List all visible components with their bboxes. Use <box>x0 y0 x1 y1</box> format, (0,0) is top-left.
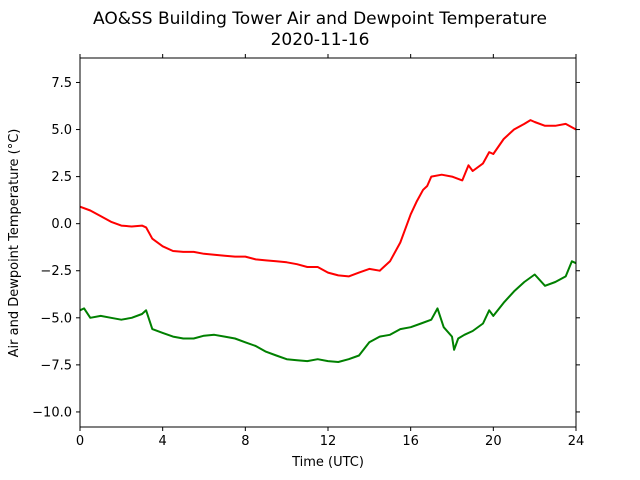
y-tick-label: 5.0 <box>51 123 72 138</box>
y-tick-label: 0.0 <box>51 217 72 232</box>
series-line-0 <box>79 119 577 278</box>
x-tick-label: 12 <box>320 434 337 449</box>
x-tick-label: 4 <box>159 434 167 449</box>
x-tick-label: 20 <box>485 434 502 449</box>
y-tick-label: −7.5 <box>40 358 72 373</box>
x-tick-label: 8 <box>241 434 249 449</box>
plot-frame <box>79 57 577 428</box>
x-tick-label: 0 <box>76 434 84 449</box>
series-layer <box>79 119 577 363</box>
chart-subtitle: 2020-11-16 <box>271 30 370 50</box>
y-axis-label: Air and Dewpoint Temperature (°C) <box>7 129 22 358</box>
x-tick-label: 24 <box>568 434 585 449</box>
y-tick-label: −10.0 <box>32 405 72 420</box>
x-tick-label: 16 <box>402 434 419 449</box>
series-line-1 <box>79 260 577 363</box>
x-axis: 0 4 8 12 16 20 24 <box>76 54 584 449</box>
y-tick-label: −5.0 <box>40 311 72 326</box>
chart-title: AO&SS Building Tower Air and Dewpoint Te… <box>93 9 547 29</box>
y-tick-label: 7.5 <box>51 76 72 91</box>
x-axis-label: Time (UTC) <box>291 455 364 470</box>
y-axis: −10.0 −7.5 −5.0 −2.5 0.0 2.5 5.0 7.5 <box>32 76 580 420</box>
y-tick-label: 2.5 <box>51 170 72 185</box>
y-tick-label: −2.5 <box>40 264 72 279</box>
